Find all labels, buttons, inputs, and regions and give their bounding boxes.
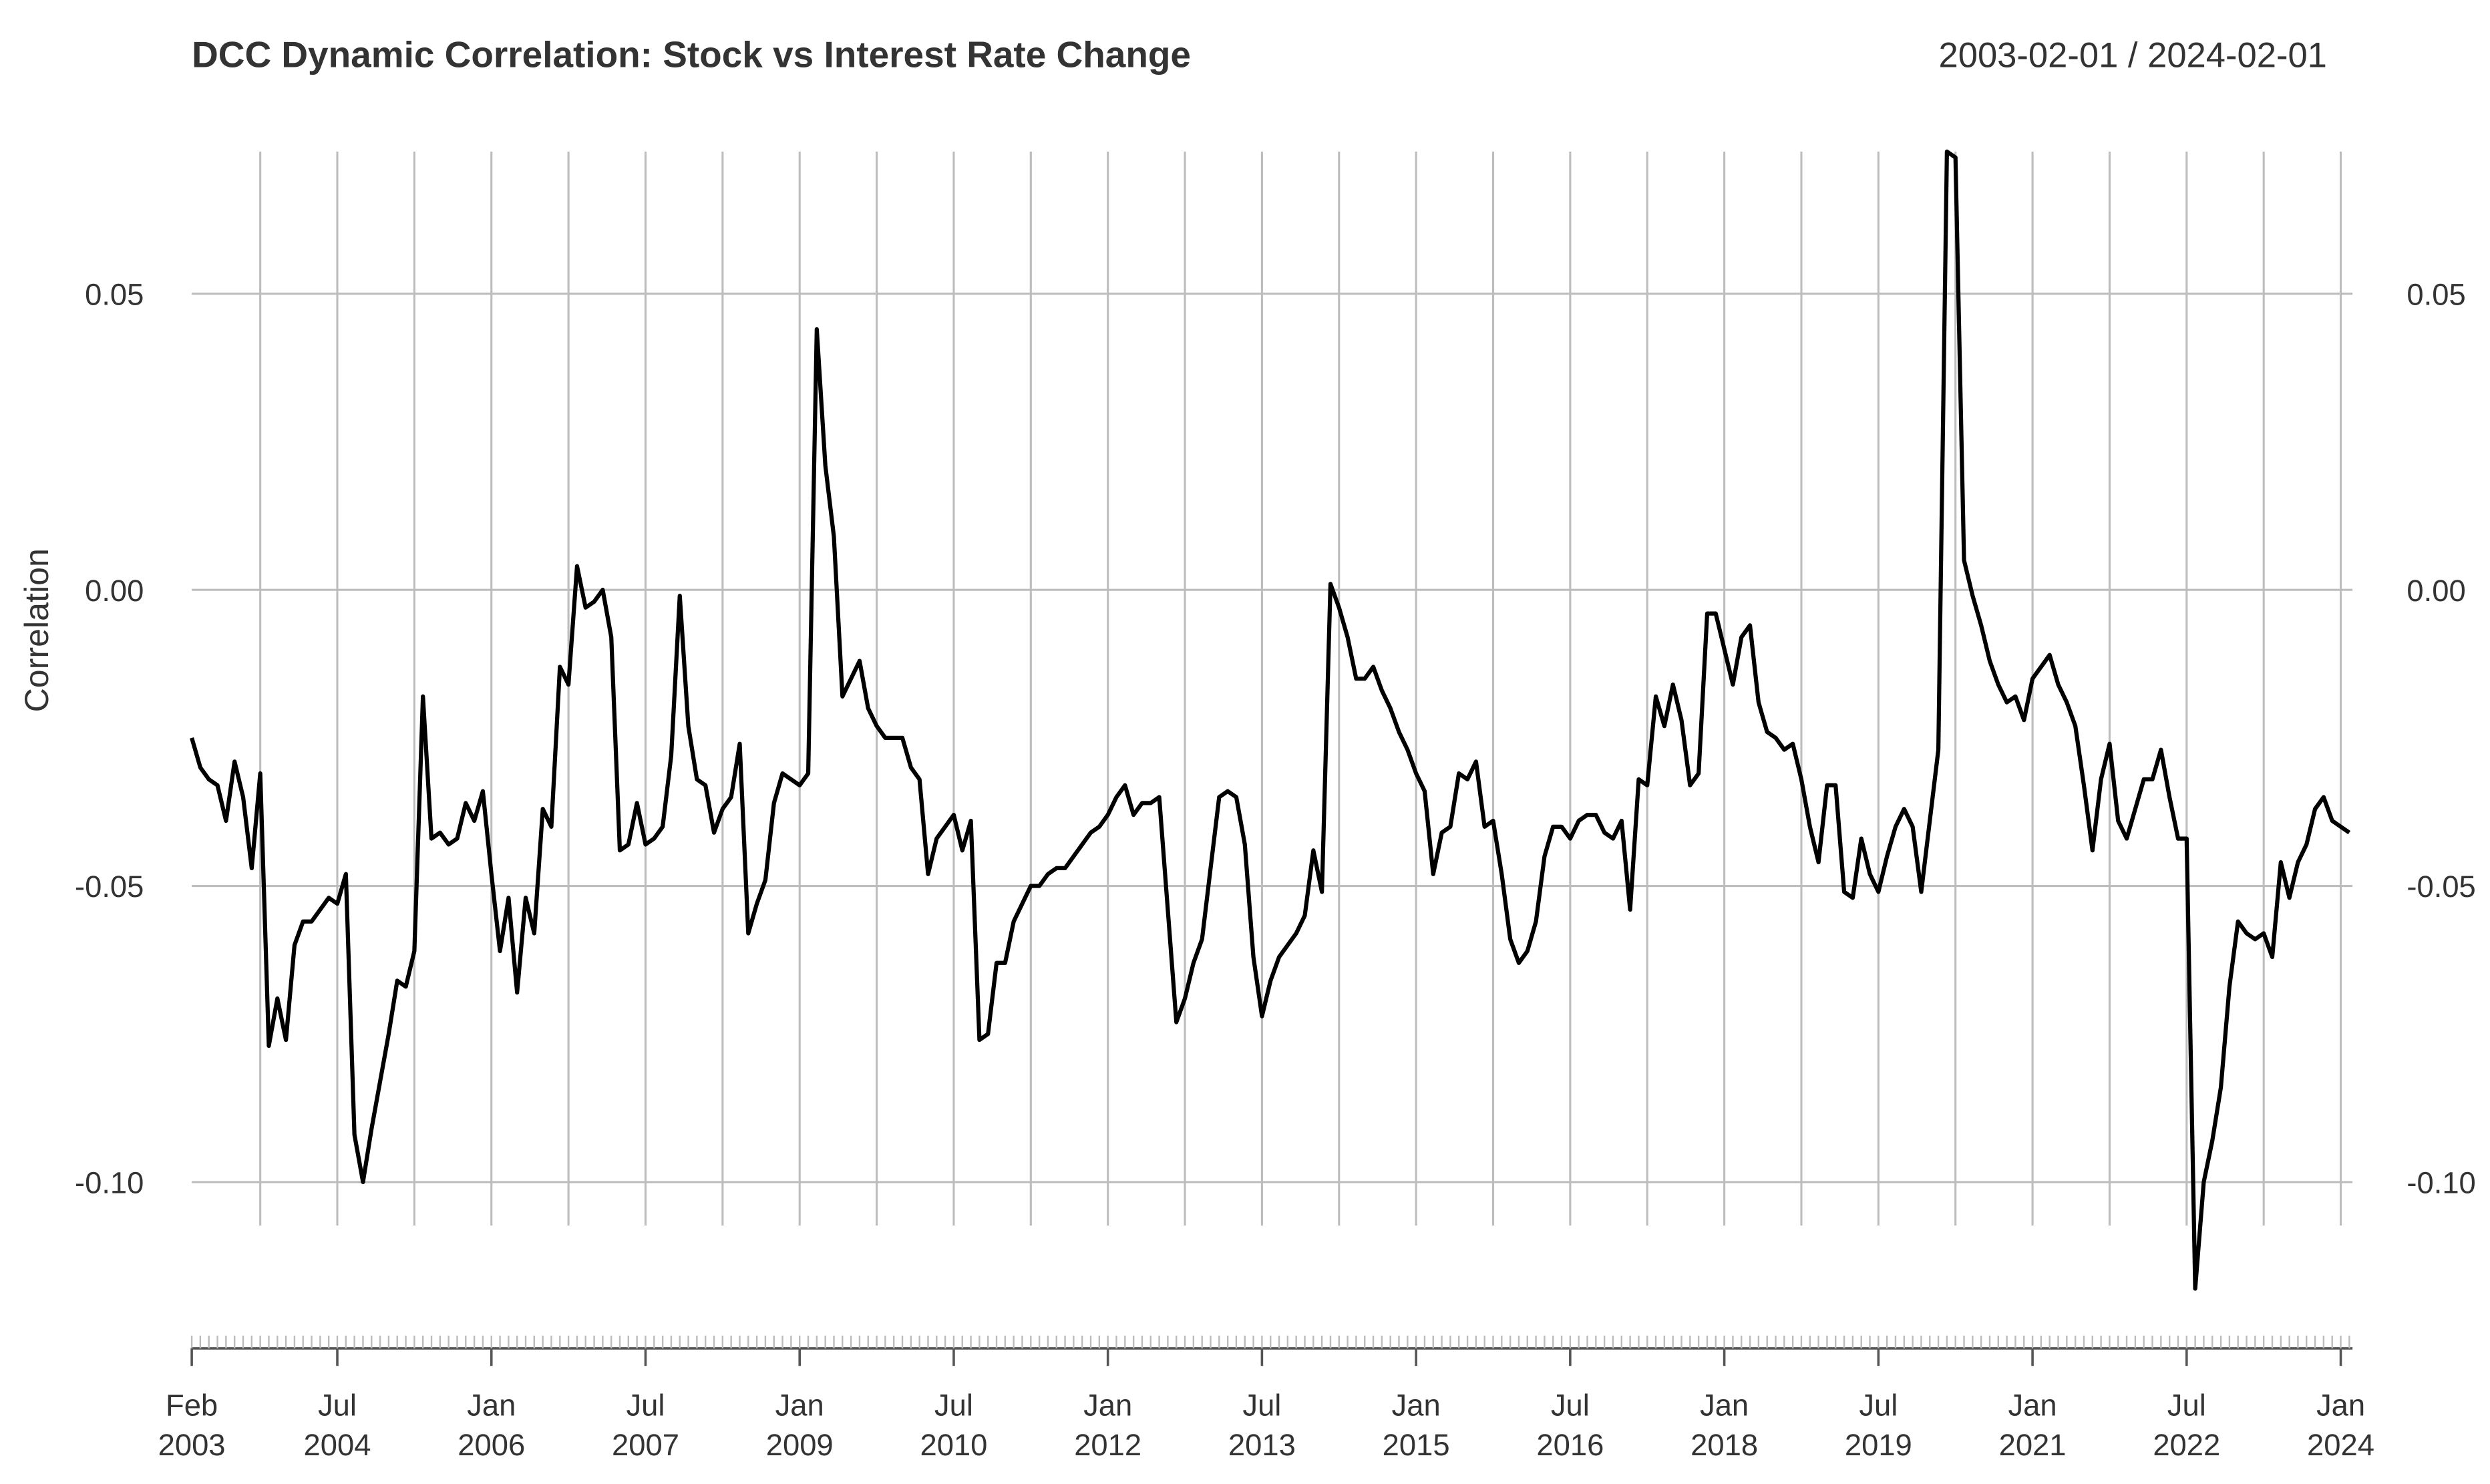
x-tick-label: Jul 2016 xyxy=(1536,1388,1604,1462)
x-tick-label: Jan 2006 xyxy=(458,1388,525,1462)
x-tick-label: Jul 2022 xyxy=(2153,1388,2220,1462)
x-axis: Feb 2003 Jul 2004 Jan 2006 Jul 2007 Jan 2009 Jul 20… xyxy=(158,1335,2374,1462)
x-tick-label: Jul 2010 xyxy=(920,1388,987,1462)
x-tick-label: Jul 2004 xyxy=(304,1388,371,1462)
grid xyxy=(192,151,2353,1226)
x-tick-label: Jan 2018 xyxy=(1691,1388,1758,1462)
plot-area xyxy=(190,149,2351,1291)
x-tick-label: Jan 2015 xyxy=(1383,1388,1450,1462)
y-axis-label: Correlation xyxy=(18,548,55,712)
x-tick-label: Jan 2021 xyxy=(1999,1388,2067,1462)
series-line xyxy=(190,149,2351,1291)
date-range: 2003-02-01 / 2024-02-01 xyxy=(1939,35,2327,75)
y-tick-label-right: 0.00 xyxy=(2407,574,2465,608)
x-tick-label: Jul 2013 xyxy=(1228,1388,1296,1462)
y-tick-label: -0.10 xyxy=(75,1166,144,1200)
x-tick-label: Jul 2007 xyxy=(612,1388,679,1462)
chart-title: DCC Dynamic Correlation: Stock vs Intere… xyxy=(192,33,1191,75)
x-tick-label: Jan 2012 xyxy=(1074,1388,1141,1462)
y-tick-label: 0.00 xyxy=(85,574,144,608)
y-tick-label-right: 0.05 xyxy=(2407,278,2465,312)
y-tick-label: 0.05 xyxy=(85,278,144,312)
x-tick-label: Jan 2024 xyxy=(2307,1388,2374,1462)
y-tick-label-right: -0.10 xyxy=(2407,1166,2475,1200)
y-tick-label: -0.05 xyxy=(75,870,144,904)
x-tick-label: Jan 2009 xyxy=(766,1388,834,1462)
x-tick-label: Jul 2019 xyxy=(1845,1388,1912,1462)
x-tick-label: Feb 2003 xyxy=(158,1388,226,1462)
y-tick-label-right: -0.05 xyxy=(2407,870,2475,904)
